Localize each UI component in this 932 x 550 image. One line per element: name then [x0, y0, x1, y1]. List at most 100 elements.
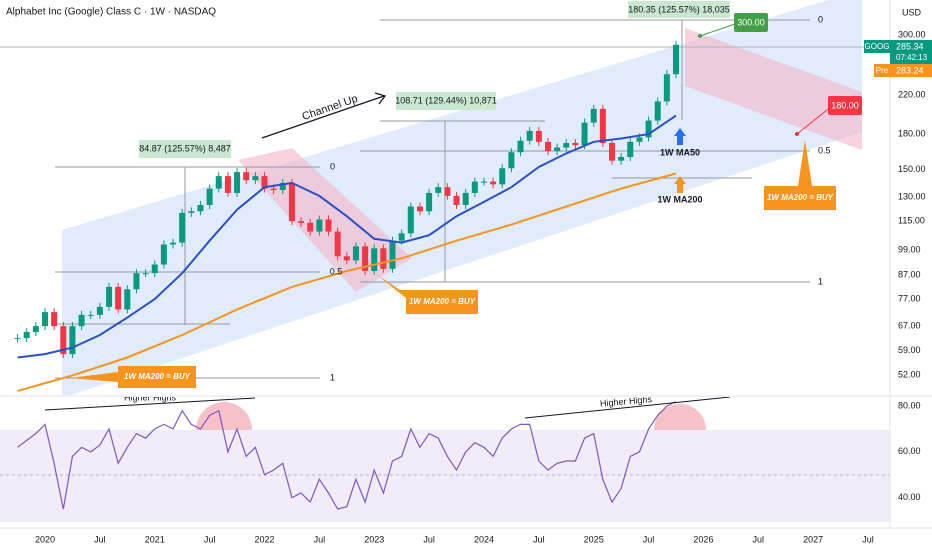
y-tick-label: 180.00 — [898, 128, 926, 138]
rsi-highlight — [196, 402, 252, 430]
symbol-tag — [864, 40, 890, 53]
candle — [41, 312, 48, 327]
y-tick-label: 40.00 — [898, 492, 921, 502]
candle — [499, 168, 506, 185]
annotation: 180.00 — [831, 100, 859, 110]
candle — [142, 273, 149, 275]
candle — [398, 233, 405, 241]
candle — [51, 312, 58, 327]
target-box — [828, 96, 862, 115]
annotation: 1W MA200 — [657, 194, 702, 204]
candle — [389, 240, 396, 269]
candle — [96, 306, 103, 315]
candle — [316, 219, 323, 232]
x-tick-label: 2021 — [145, 534, 165, 544]
x-tick-label: Jul — [533, 534, 545, 544]
candle — [407, 206, 414, 234]
candle — [480, 181, 487, 183]
candle — [471, 181, 478, 193]
x-tick-label: 2022 — [254, 534, 274, 544]
y-tick-label: 52.00 — [898, 370, 921, 380]
target-dot — [795, 132, 799, 136]
moving-average — [17, 172, 677, 392]
rsi-line — [17, 401, 677, 510]
candle — [645, 120, 652, 138]
candle — [14, 338, 21, 340]
candle — [380, 248, 387, 269]
candle — [636, 137, 643, 142]
fib-label: 0.5 — [330, 266, 343, 276]
candle — [426, 192, 433, 212]
symbol-tag-text: GOOG — [865, 42, 890, 51]
candle — [243, 172, 250, 181]
y-tick-label: 87.00 — [898, 270, 921, 280]
candle — [307, 222, 314, 232]
candle — [453, 195, 460, 205]
candle — [160, 244, 167, 265]
rsi-pane: Higher Highs Higher Highs — [0, 392, 890, 522]
candle — [544, 141, 551, 152]
candle — [462, 192, 469, 205]
candle — [261, 176, 268, 189]
candle — [224, 176, 231, 193]
annotation: 1W MA50 — [660, 147, 700, 157]
fib-label: 1 — [330, 372, 335, 382]
candle — [170, 242, 177, 245]
x-tick-label: Jul — [423, 534, 435, 544]
candle — [572, 142, 579, 146]
channel — [62, 0, 862, 395]
candle — [581, 122, 588, 146]
price-tag-text: 285.34 — [896, 41, 924, 51]
callout — [764, 140, 836, 210]
candle — [444, 187, 451, 196]
y-tick-label: 80.00 — [898, 401, 921, 411]
ma-arrow — [674, 176, 686, 193]
trend-line — [524, 397, 731, 419]
candle — [188, 211, 195, 213]
candle — [60, 326, 67, 355]
x-tick-label: Jul — [314, 534, 326, 544]
candle — [416, 206, 423, 212]
candle — [371, 248, 378, 271]
trend-line — [44, 397, 256, 411]
candle — [279, 182, 286, 191]
x-tick-label: 2023 — [364, 534, 384, 544]
candle — [590, 108, 597, 123]
currency: USD — [902, 7, 922, 17]
y-tick-label: 300.00 — [898, 29, 926, 39]
pre-price-tag — [890, 64, 932, 77]
y-tick-label: 77.00 — [898, 293, 921, 303]
measure-box — [139, 140, 231, 158]
y-tick-label: 60.00 — [898, 446, 921, 456]
fib-label: 0 — [330, 161, 335, 171]
candle — [490, 181, 497, 185]
x-tick-label: Jul — [643, 534, 655, 544]
x-tick-label: Jul — [94, 534, 106, 544]
fib-label: 0 — [818, 14, 823, 24]
candle — [554, 147, 561, 152]
x-tick-label: 2026 — [693, 534, 713, 544]
symbol-title: Alphabet Inc (Google) Class C · 1W · NAS… — [6, 7, 216, 18]
y-tick-label: 150.00 — [898, 164, 926, 174]
trend-arrow — [261, 95, 385, 139]
candle — [352, 246, 359, 261]
x-tick-label: 2024 — [474, 534, 494, 544]
candle — [325, 219, 332, 232]
annotation: 1W MA200 = BUY — [767, 193, 834, 202]
y-tick-label: 130.00 — [898, 192, 926, 202]
annotation: Higher Highs — [124, 392, 177, 402]
moving-average — [17, 114, 677, 359]
y-tick-label: 99.00 — [898, 245, 921, 255]
candle — [215, 176, 222, 189]
pre-price-text: 283.24 — [896, 65, 924, 75]
candle — [362, 246, 369, 271]
candle — [206, 188, 213, 205]
candle — [179, 212, 186, 243]
annotation: 108.71 (129.44%) 10,871 — [395, 95, 497, 105]
ma-arrow — [674, 128, 686, 145]
candle — [234, 172, 241, 193]
rsi-highlight — [654, 404, 706, 430]
candle — [663, 74, 670, 102]
price-pane: Channel Up 84.87 (125.57%) 8,487 108.71 … — [0, 0, 890, 395]
